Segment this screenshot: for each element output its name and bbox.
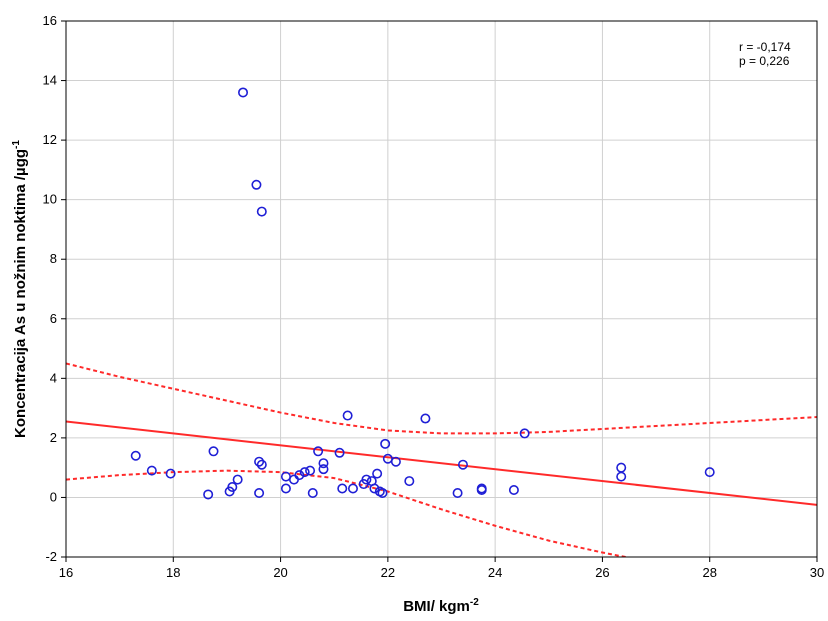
- y-tick-label: 10: [43, 192, 57, 207]
- data-point: [130, 450, 141, 461]
- plot-frame: [65, 20, 818, 558]
- y-axis-title: Koncentracija As u nožnim noktima /µgg-1: [11, 140, 29, 438]
- data-point: [318, 464, 329, 475]
- y-tick-label: 14: [43, 73, 57, 88]
- data-point: [203, 489, 214, 500]
- data-point: [146, 465, 157, 476]
- data-point: [380, 438, 391, 449]
- data-point: [420, 413, 431, 424]
- grid-lines: [65, 20, 818, 558]
- x-tick-label: 26: [595, 565, 609, 580]
- data-point: [369, 483, 380, 494]
- data-point: [313, 446, 324, 457]
- data-point: [307, 487, 318, 498]
- data-point: [616, 462, 627, 473]
- data-point: [616, 471, 627, 482]
- annotation-p: p = 0,226: [739, 54, 790, 68]
- data-point: [476, 484, 487, 495]
- x-tick-label: 18: [166, 565, 180, 580]
- data-point: [390, 456, 401, 467]
- data-point: [404, 476, 415, 487]
- data-point: [508, 484, 519, 495]
- data-point: [337, 483, 348, 494]
- y-tick-label: 6: [50, 311, 57, 326]
- x-tick-label: 30: [810, 565, 824, 580]
- y-tick-label: 0: [50, 489, 57, 504]
- data-point: [299, 467, 310, 478]
- data-point: [254, 487, 265, 498]
- data-point: [227, 482, 238, 493]
- data-point: [256, 459, 267, 470]
- y-axis-title-text: Koncentracija As u nožnim noktima /µgg: [12, 149, 29, 438]
- data-point: [251, 179, 262, 190]
- x-tick-label: 16: [59, 565, 73, 580]
- regression-line-group: [66, 420, 817, 506]
- y-axis-title-superscript: -1: [11, 140, 22, 149]
- y-tick-label: 16: [43, 13, 57, 28]
- data-point: [305, 465, 316, 476]
- y-tick-label: 4: [50, 370, 57, 385]
- data-points: [130, 87, 715, 500]
- data-point: [372, 468, 383, 479]
- data-point: [165, 468, 176, 479]
- data-point: [334, 447, 345, 458]
- data-point: [256, 206, 267, 217]
- data-point: [519, 428, 530, 439]
- regression-line: [66, 420, 817, 506]
- confidence-band-upper: [66, 362, 817, 435]
- confidence-bands: [66, 362, 817, 557]
- x-tick-label: 24: [488, 565, 502, 580]
- annotation-r: r = -0,174: [739, 40, 791, 54]
- data-point: [377, 487, 388, 498]
- data-point: [457, 459, 468, 470]
- x-tick-label: 22: [381, 565, 395, 580]
- data-point: [238, 87, 249, 98]
- stats-annotation: r = -0,174 p = 0,226: [739, 40, 791, 68]
- data-point: [294, 470, 305, 481]
- confidence-band-lower: [66, 469, 631, 557]
- x-axis-title-superscript: -2: [470, 597, 479, 608]
- y-tick-label: 12: [43, 132, 57, 147]
- data-point: [254, 456, 265, 467]
- data-point: [288, 474, 299, 485]
- data-point: [704, 467, 715, 478]
- x-tick-label: 28: [702, 565, 716, 580]
- y-tick-label: -2: [45, 549, 57, 564]
- x-axis-title-text: BMI/ kgm: [403, 598, 470, 615]
- data-point: [361, 474, 372, 485]
- y-tick-label: 2: [50, 430, 57, 445]
- data-point: [208, 446, 219, 457]
- data-point: [347, 483, 358, 494]
- x-tick-label: 20: [273, 565, 287, 580]
- y-tick-label: 8: [50, 251, 57, 266]
- data-point: [280, 483, 291, 494]
- data-point: [232, 474, 243, 485]
- data-point: [452, 487, 463, 498]
- data-point: [318, 458, 329, 469]
- data-point: [342, 410, 353, 421]
- x-axis-title: BMI/ kgm-2: [403, 597, 479, 615]
